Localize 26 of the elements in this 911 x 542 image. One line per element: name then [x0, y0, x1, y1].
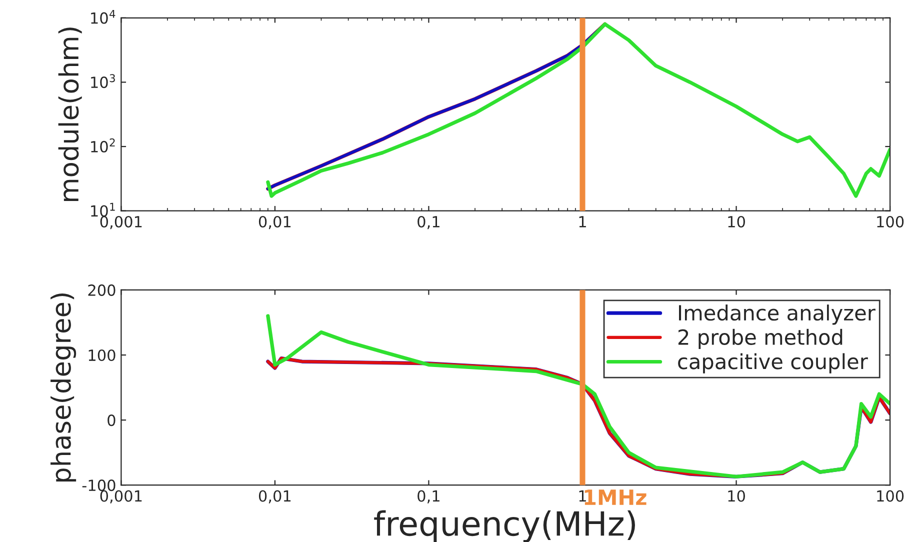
legend-label: Imedance analyzer [678, 304, 876, 325]
y-tick-label: -100 [82, 480, 116, 492]
x-tick-label: 1 [579, 216, 586, 228]
legend-label: 2 probe method [678, 328, 842, 350]
y-axis-title: module(ohm) [58, 28, 82, 201]
x-tick-label: 10 [728, 216, 745, 228]
y-axis-title: phase(degree) [50, 293, 76, 482]
x-tick-label: 10 [728, 490, 745, 502]
y-tick-label: 10$^{2}$ [91, 138, 115, 152]
x-tick-label: 0,1 [418, 490, 440, 504]
y-tick-label: 100 [88, 349, 116, 362]
x-tick-label: 0,001 [100, 490, 142, 504]
x-tick-label: 100 [877, 490, 904, 502]
y-tick-label: 10$^{3}$ [91, 74, 115, 88]
x-tick-label: 0,01 [258, 216, 291, 230]
x-tick-label: 1 [579, 490, 586, 502]
y-tick-label: 200 [88, 284, 116, 296]
x-tick-label: 0,01 [258, 490, 291, 504]
ref-line-label: 1MHz [584, 490, 646, 505]
y-tick-label: 10$^{4}$ [91, 10, 116, 24]
x-tick-label: 0,001 [100, 216, 142, 230]
x-tick-label: 0,1 [418, 216, 440, 230]
legend-label: capacitive coupler [678, 353, 868, 374]
x-tick-label: 100 [877, 216, 904, 228]
y-tick-label: 0 [108, 414, 116, 426]
y-tick-label: 10$^{1}$ [91, 202, 115, 217]
